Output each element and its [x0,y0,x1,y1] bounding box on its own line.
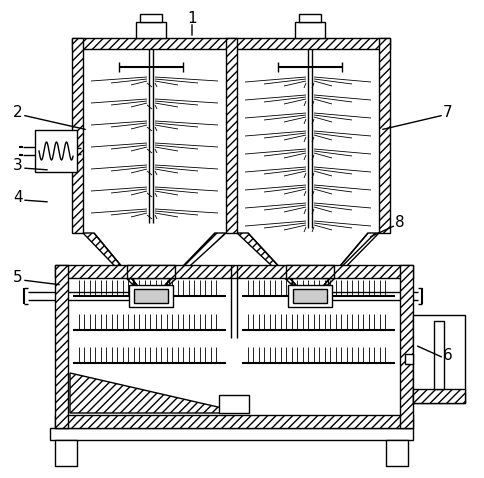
Bar [72,38,83,233]
Polygon shape [83,233,136,285]
Bar [287,285,332,307]
Bar [55,265,412,278]
Bar [55,265,68,428]
Bar [294,22,324,38]
Bar [378,38,389,233]
Polygon shape [237,233,295,285]
Bar [219,395,248,413]
Polygon shape [165,233,226,285]
Text: 5: 5 [13,271,23,285]
Bar [404,354,412,364]
Bar [127,265,175,278]
Polygon shape [323,233,378,285]
Polygon shape [70,373,243,413]
Bar [292,289,326,303]
Text: 7: 7 [442,105,452,120]
Bar [385,440,407,466]
Text: 1: 1 [187,11,197,25]
Bar [298,14,320,22]
Bar [134,289,167,303]
Bar [136,22,166,38]
Bar [412,389,464,403]
Text: 6: 6 [442,348,452,362]
Bar [226,38,237,233]
Text: 8: 8 [394,215,404,229]
Bar [433,321,443,389]
Bar [286,265,333,278]
Bar [140,14,162,22]
Bar [55,415,412,428]
Bar [35,130,77,172]
Bar [50,428,412,440]
Bar [72,38,389,49]
Bar [399,265,412,428]
Bar [55,440,77,466]
Text: 4: 4 [13,191,23,206]
Text: 2: 2 [13,105,23,120]
Bar [129,285,173,307]
Bar [412,315,464,403]
Text: 3: 3 [13,157,23,173]
